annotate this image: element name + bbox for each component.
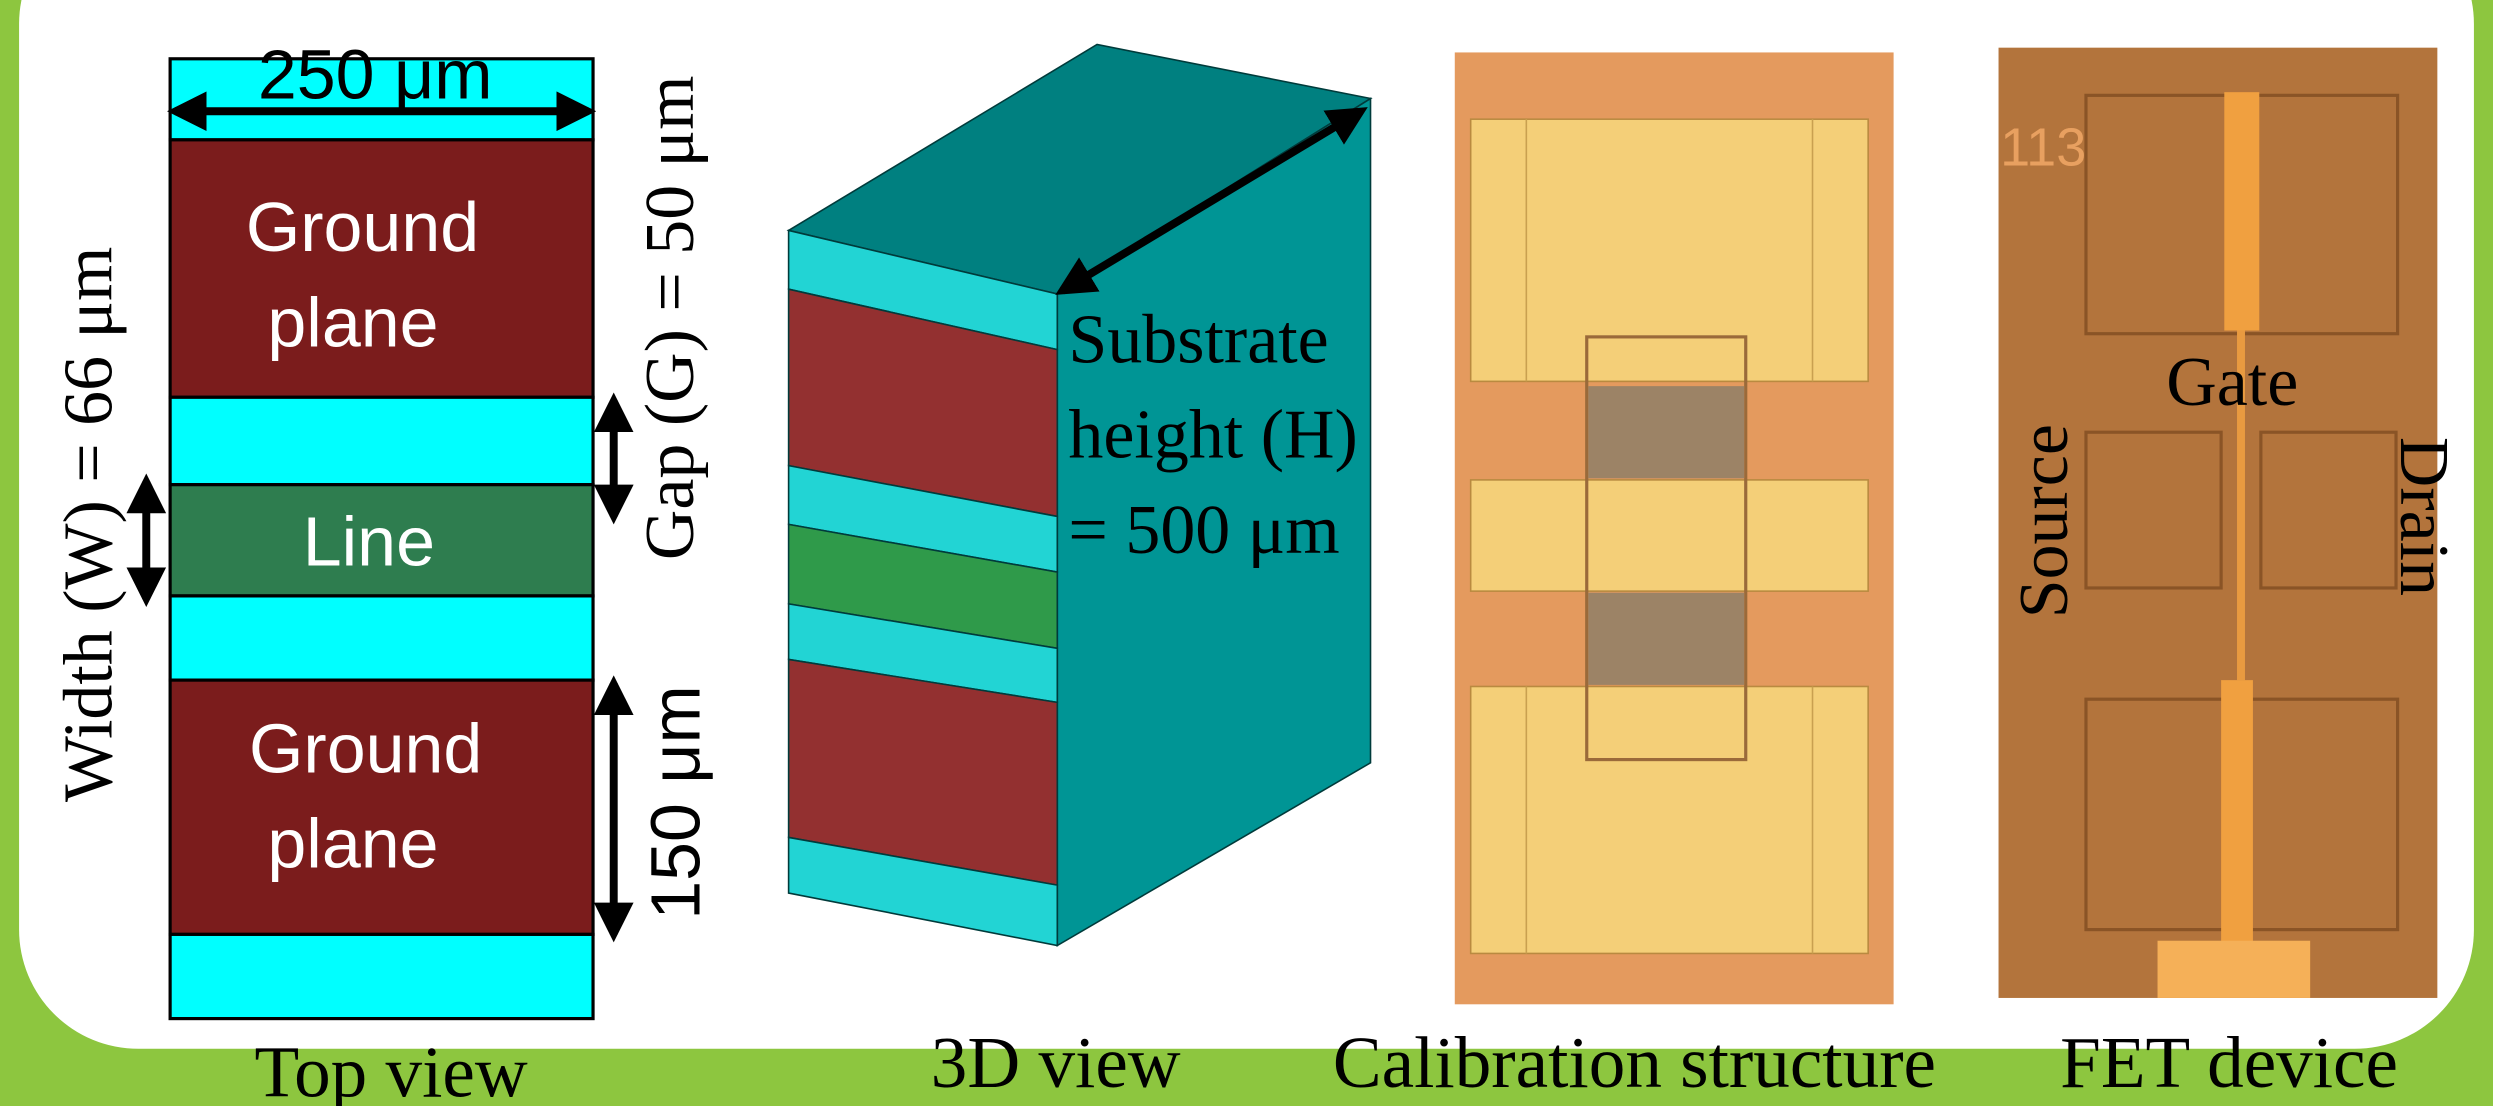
substrate-label: = 500 μm	[1068, 492, 1339, 569]
width-label: 250 μm	[258, 36, 493, 114]
calibration-photo	[1455, 52, 1894, 1004]
page: {"top_view": {"width_label": "250 μm", "…	[0, 0, 2493, 1106]
substrate-label: Substrate	[1068, 301, 1328, 378]
ground-label: plane	[267, 283, 438, 361]
ground-label: Ground	[246, 188, 479, 266]
ground-label: Ground	[249, 709, 482, 787]
width-dim-label: Width (W) = 66 μm	[50, 247, 127, 803]
caption: Top view	[255, 1031, 528, 1106]
figure: 250 μm Ground plane Line Ground plane Ga…	[0, 0, 2493, 1106]
gap-label: Gap (G) = 50 μm	[632, 76, 709, 561]
gate-label: Gate	[2166, 344, 2298, 421]
ground-height-label: 150 μm	[637, 685, 715, 920]
chip-number: 113	[2000, 117, 2086, 177]
caption: Calibration structure	[1333, 1022, 1936, 1103]
caption: 3D view	[931, 1022, 1181, 1103]
ground-label: plane	[267, 805, 438, 883]
substrate-label: height (H)	[1068, 397, 1357, 474]
drain-label: Drain	[2385, 437, 2462, 596]
caption: FET device	[2060, 1022, 2398, 1103]
source-label: Source	[2006, 424, 2083, 618]
line-label: Line	[303, 503, 435, 581]
